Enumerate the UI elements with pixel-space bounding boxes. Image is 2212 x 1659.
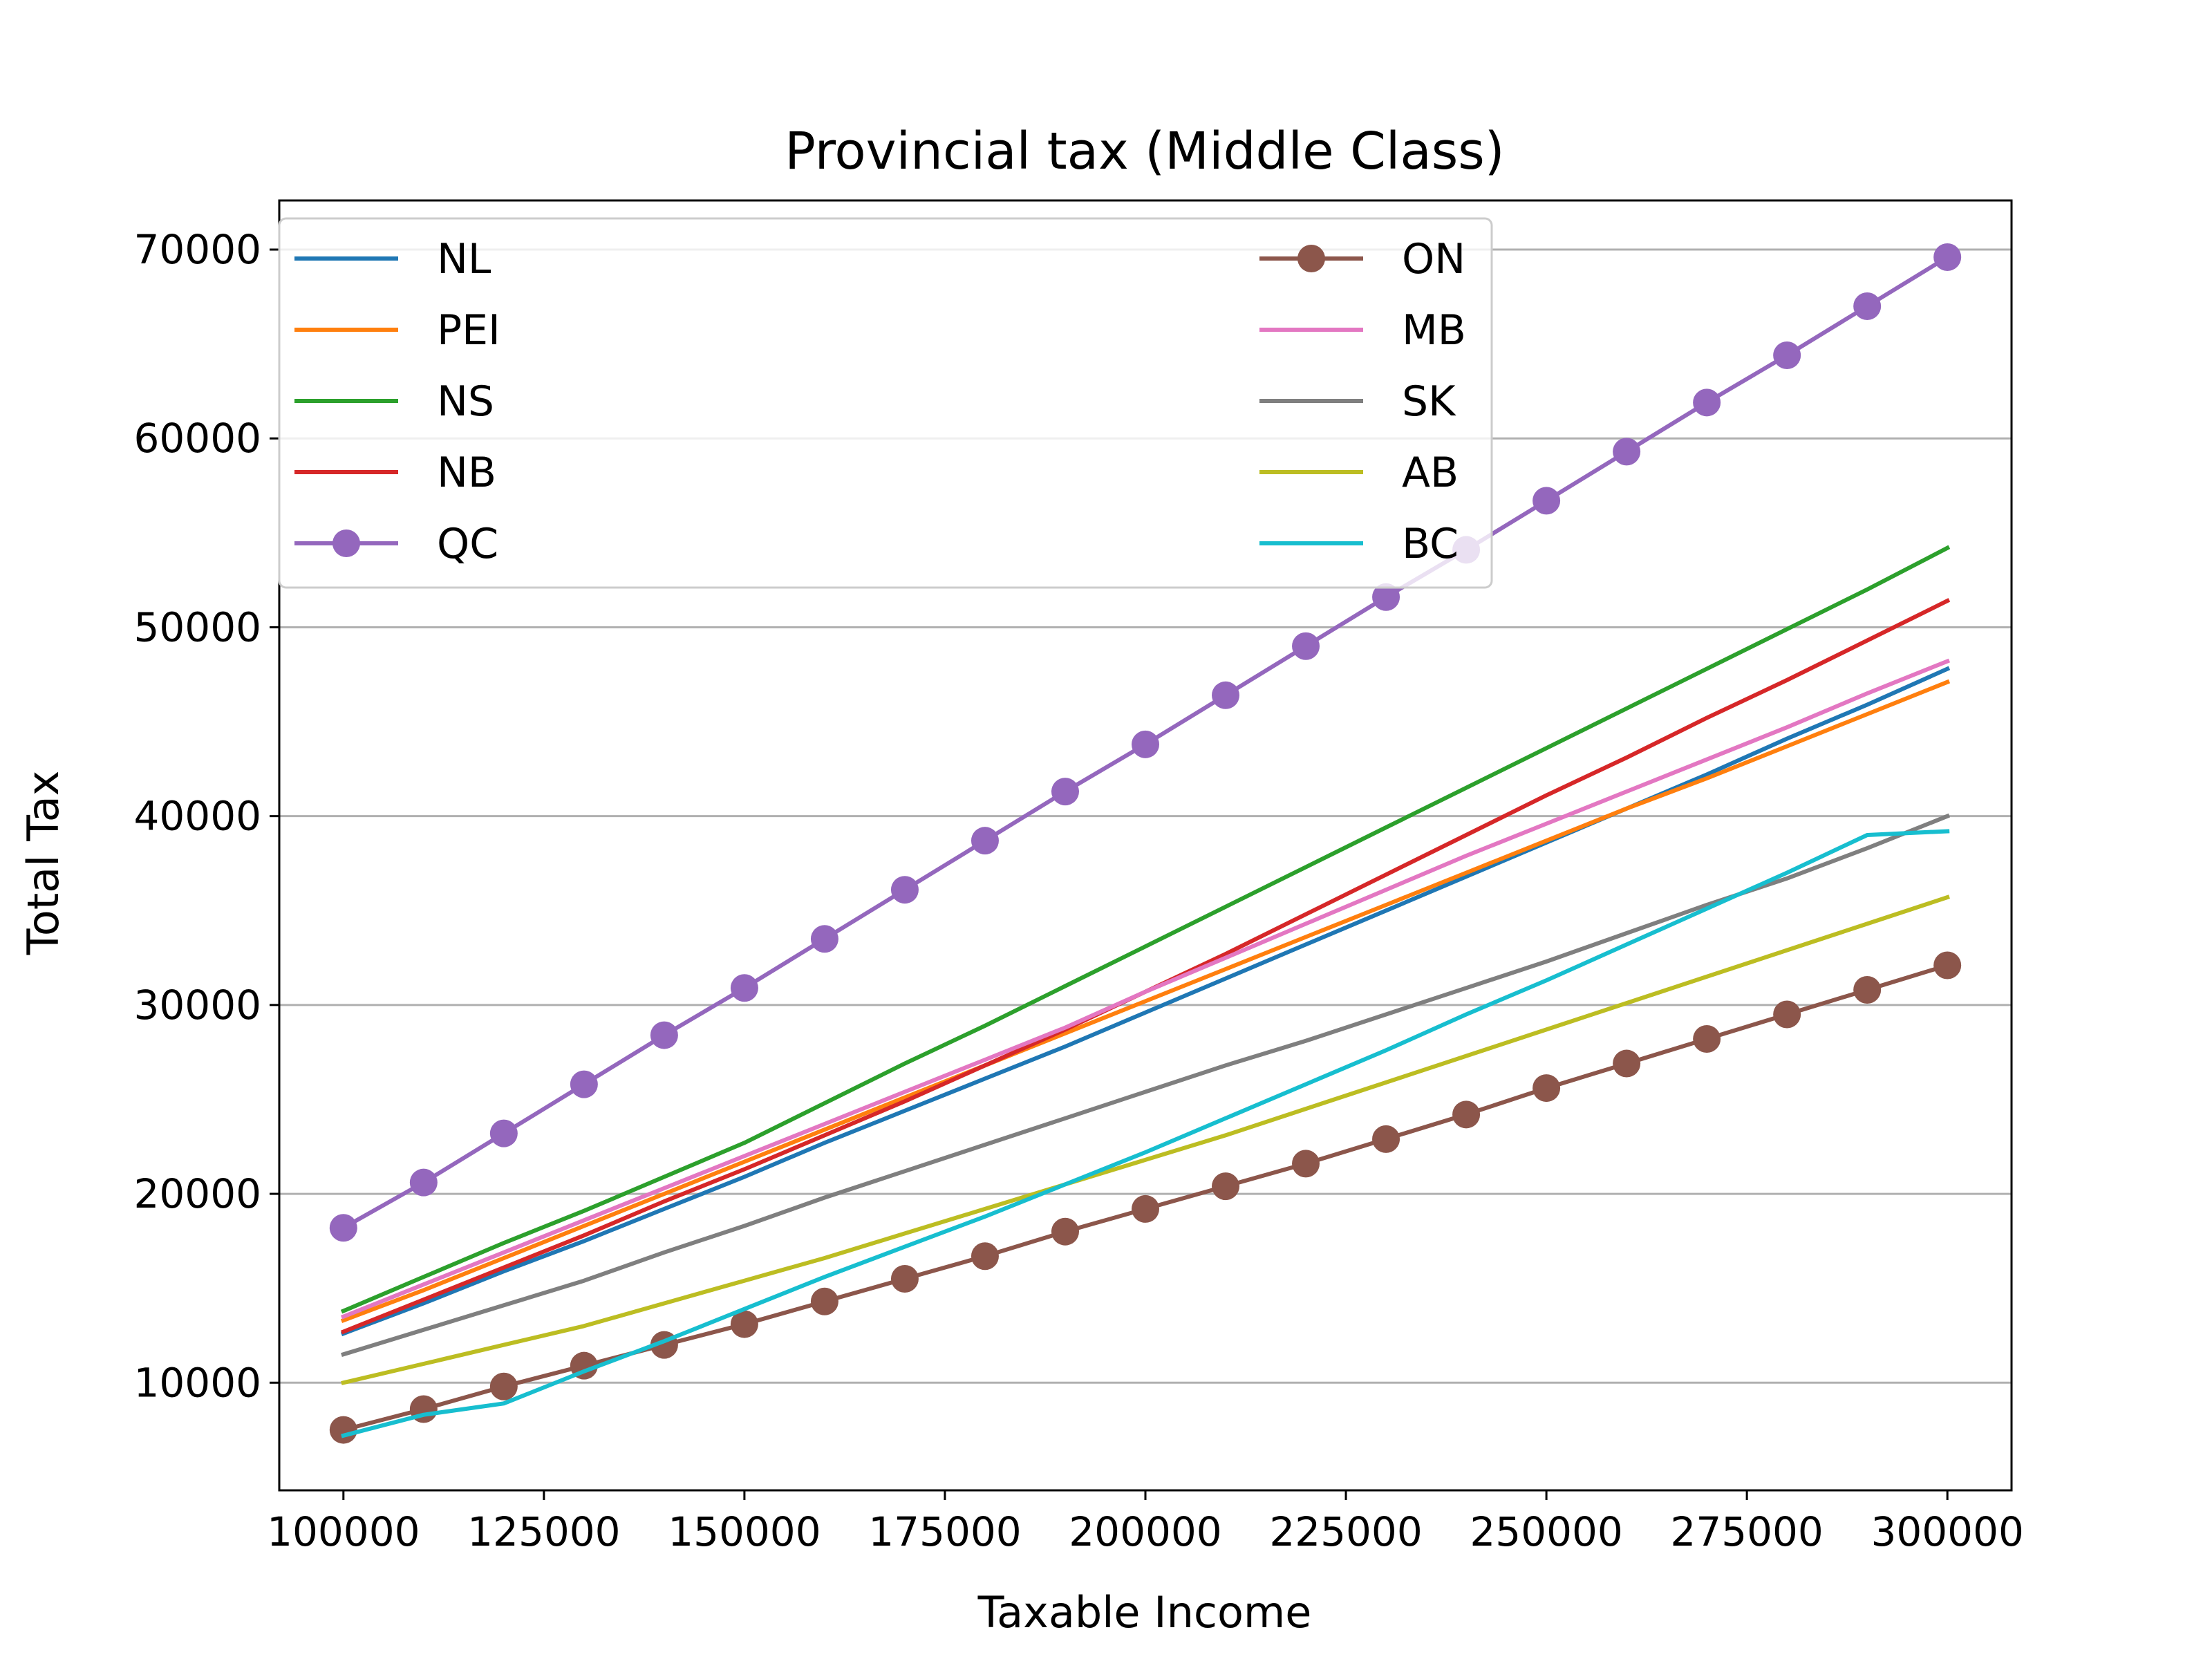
- legend-label-ab: AB: [1402, 449, 1459, 497]
- data-point-qc: [971, 827, 999, 855]
- legend-box: [278, 217, 1493, 589]
- data-point-qc: [489, 1119, 518, 1147]
- data-point-on: [1132, 1194, 1159, 1223]
- legend-label-ns: NS: [437, 377, 494, 426]
- data-point-on: [1933, 951, 1962, 980]
- data-point-qc: [409, 1168, 438, 1197]
- data-point-on: [1693, 1025, 1721, 1053]
- data-point-qc: [730, 974, 758, 1002]
- chart-title: Provincial tax (Middle Class): [785, 122, 1504, 181]
- x-tick-label: 225000: [1269, 1508, 1422, 1555]
- data-point-qc: [1132, 730, 1159, 758]
- data-point-qc: [1933, 243, 1962, 271]
- data-point-on: [329, 1416, 357, 1444]
- y-axis-label: Total Tax: [18, 771, 68, 956]
- data-point-on: [1533, 1074, 1561, 1103]
- data-point-qc: [1212, 681, 1240, 709]
- y-tick-label: 50000: [133, 603, 261, 650]
- x-tick-label: 200000: [1069, 1508, 1221, 1555]
- legend-label-pei: PEI: [437, 306, 500, 355]
- data-point-on: [1292, 1150, 1320, 1178]
- data-point-on: [1853, 976, 1882, 1004]
- x-tick-label: 150000: [668, 1508, 821, 1555]
- data-point-qc: [570, 1070, 598, 1098]
- legend-label-sk: SK: [1402, 377, 1456, 426]
- data-point-on: [1212, 1172, 1240, 1201]
- data-point-qc: [329, 1214, 357, 1242]
- data-point-qc: [1533, 487, 1561, 515]
- legend: NL PEI NS NB QC ON MB SK AB BC: [278, 217, 1493, 589]
- series-line-pei: [340, 679, 1951, 1323]
- data-point-on: [1372, 1125, 1400, 1153]
- data-point-qc: [1372, 583, 1400, 611]
- legend-label-qc: QC: [437, 520, 498, 568]
- y-tick-label: 60000: [133, 415, 261, 462]
- data-point-on: [1773, 1000, 1801, 1029]
- x-tick-label: 300000: [1871, 1508, 2023, 1555]
- data-point-on: [1452, 1100, 1481, 1129]
- data-point-on: [971, 1242, 999, 1271]
- x-tick-label: 175000: [868, 1508, 1021, 1555]
- data-point-on: [810, 1287, 838, 1315]
- y-tick-label: 10000: [133, 1359, 261, 1406]
- data-point-qc: [1292, 632, 1320, 660]
- data-point-qc: [1613, 438, 1641, 466]
- data-point-on: [890, 1265, 919, 1293]
- data-point-on: [1051, 1217, 1079, 1246]
- data-point-qc: [1773, 341, 1801, 370]
- series-line-bc: [341, 829, 1950, 1438]
- legend-label-nb: NB: [437, 449, 496, 497]
- data-point-qc: [1853, 292, 1882, 320]
- x-tick-label: 125000: [467, 1508, 620, 1555]
- y-tick-label: 40000: [133, 793, 261, 840]
- series-line-ns: [340, 545, 1951, 1314]
- data-point-on: [730, 1310, 758, 1338]
- data-point-qc: [890, 876, 919, 904]
- legend-marker-qc: [332, 529, 360, 557]
- data-point-qc: [650, 1021, 678, 1049]
- y-tick-label: 30000: [133, 982, 261, 1029]
- x-axis-label: Taxable Income: [977, 1587, 1312, 1638]
- series-line-nl: [340, 666, 1951, 1337]
- legend-label-mb: MB: [1402, 306, 1466, 355]
- legend-label-bc: BC: [1402, 520, 1459, 568]
- y-tick-label: 20000: [133, 1170, 261, 1217]
- legend-marker-on: [1297, 245, 1325, 272]
- data-point-qc: [1693, 388, 1721, 417]
- series-line-ab: [341, 894, 1950, 1385]
- legend-label-nl: NL: [437, 235, 491, 283]
- ticks-layer: 10000 20000 30000 40000 50000 60000 70000 10000…: [133, 226, 2023, 1555]
- x-tick-label: 100000: [267, 1508, 420, 1555]
- y-tick-label: 70000: [133, 226, 261, 273]
- data-point-qc: [810, 925, 838, 953]
- series-layer: [329, 243, 1962, 1444]
- legend-label-on: ON: [1402, 235, 1465, 283]
- data-point-on: [489, 1372, 518, 1400]
- x-tick-label: 275000: [1670, 1508, 1823, 1555]
- x-tick-label: 250000: [1470, 1508, 1622, 1555]
- series-line-mb: [340, 658, 1951, 1320]
- series-line-sk: [341, 813, 1951, 1358]
- data-point-qc: [1051, 778, 1079, 806]
- data-point-on: [1613, 1049, 1641, 1078]
